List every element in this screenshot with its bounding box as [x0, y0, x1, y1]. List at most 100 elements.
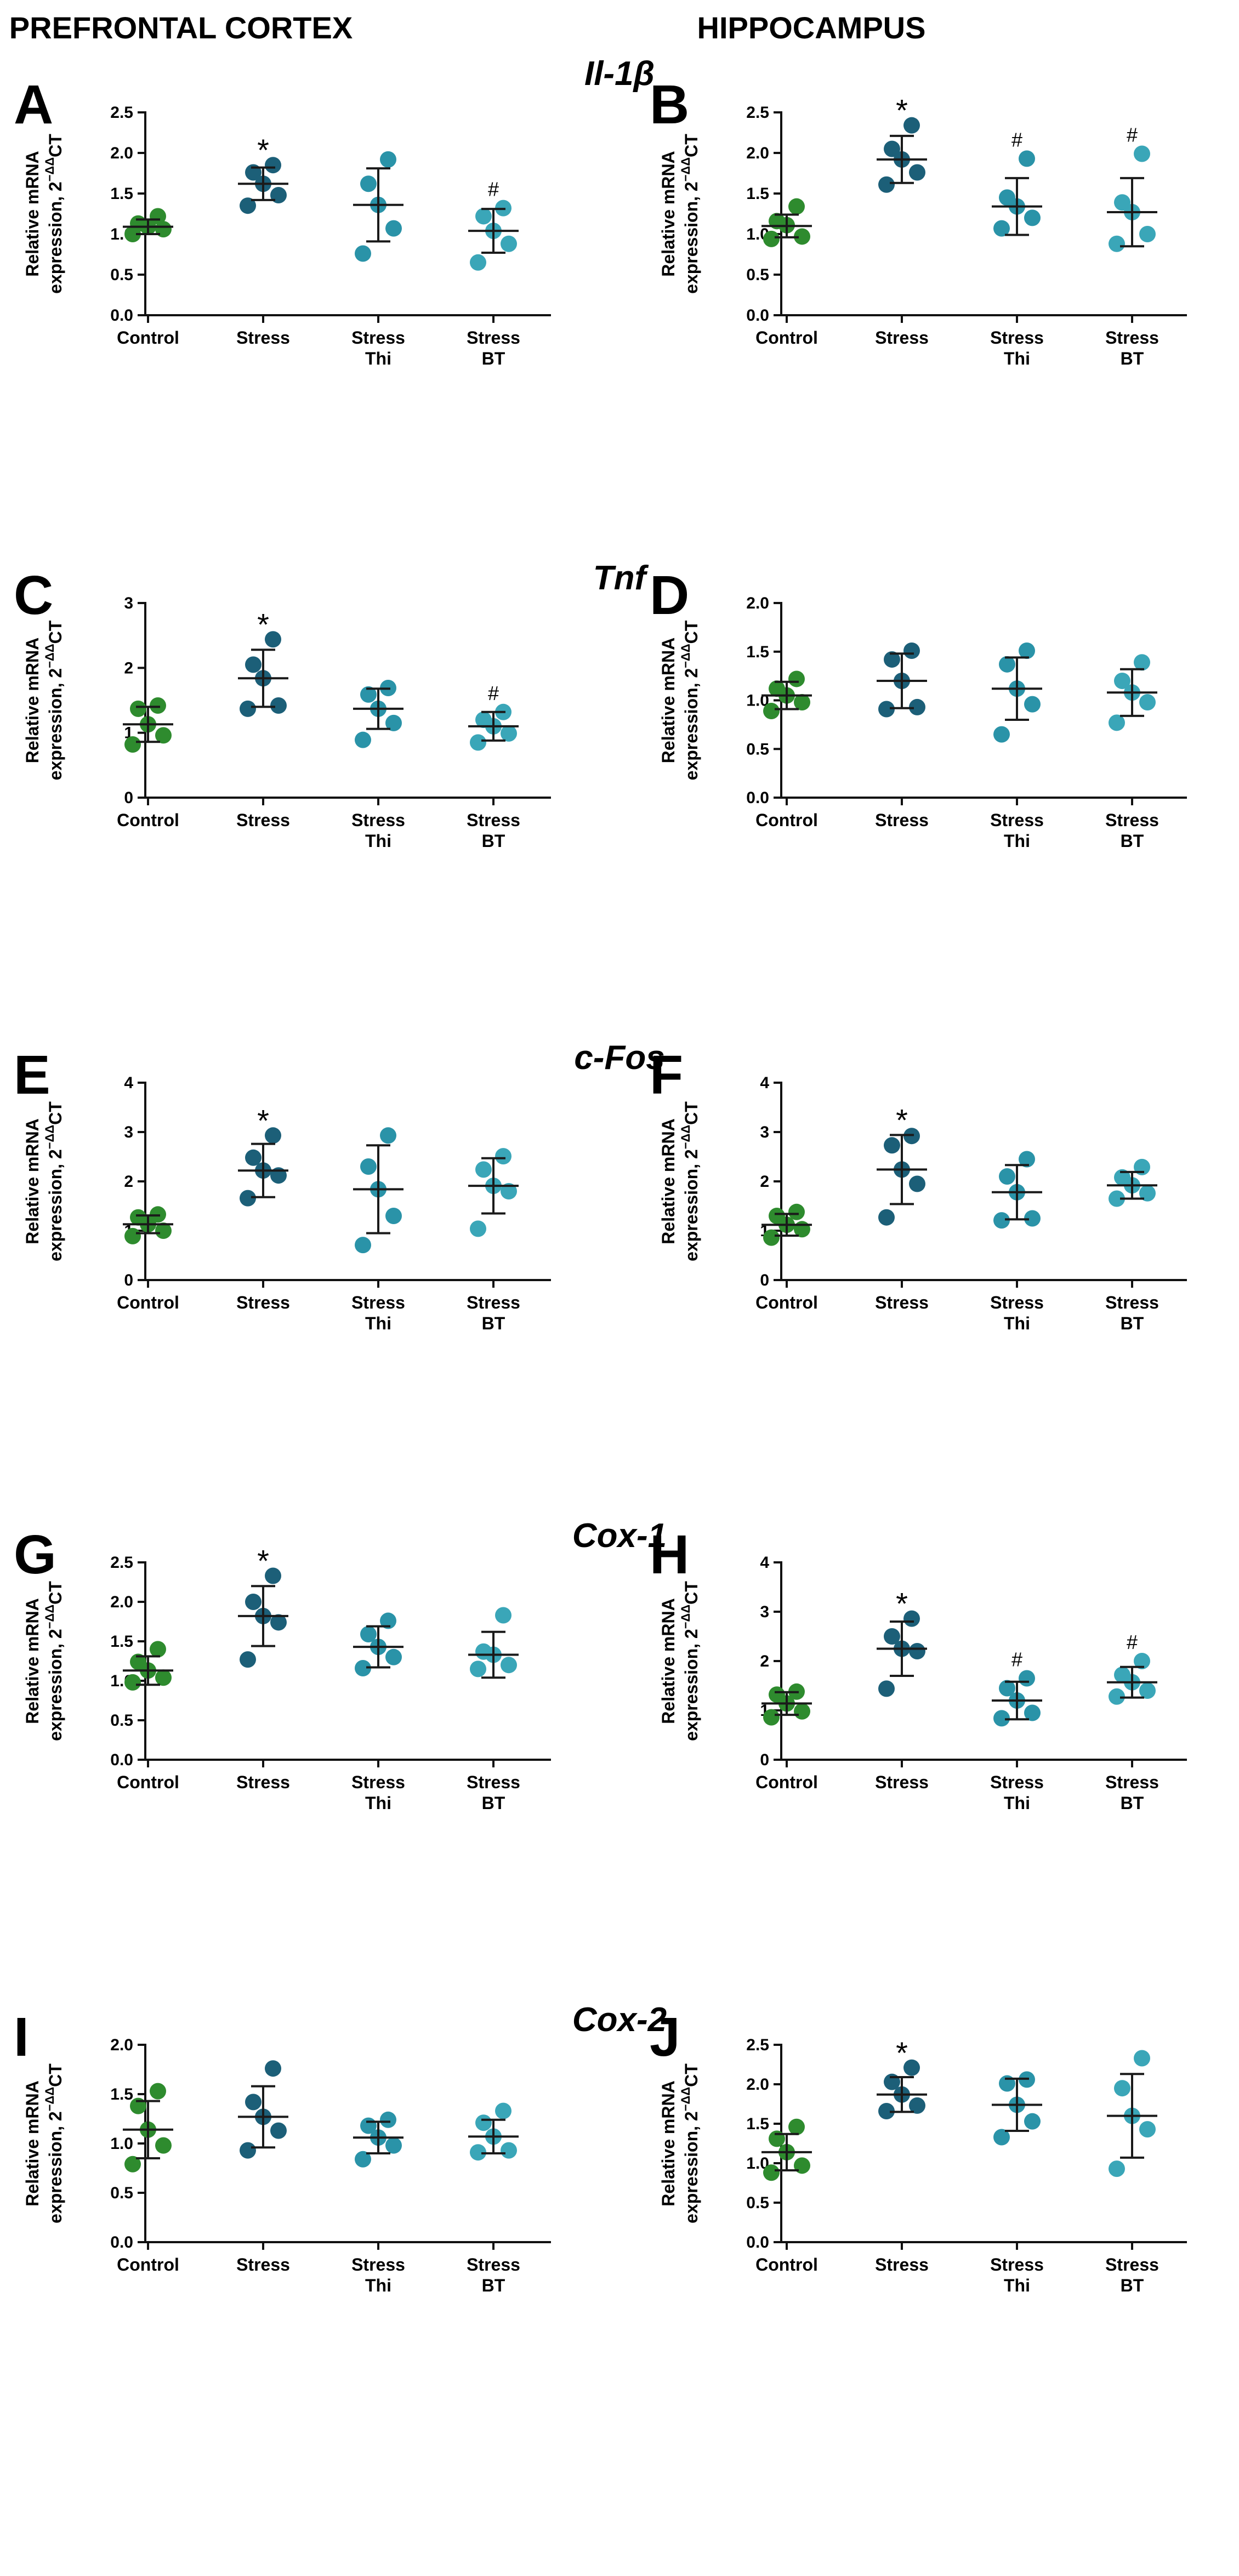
column-title-prefrontal: PREFRONTAL CORTEX: [9, 10, 353, 45]
data-point: [878, 176, 895, 193]
data-point: [495, 2102, 511, 2119]
data-point: [1139, 226, 1156, 242]
panel-letter-G: G: [14, 1524, 56, 1585]
x-tick-label: BT: [1121, 831, 1144, 851]
data-point: [265, 1567, 281, 1584]
y-tick-label: 2.5: [110, 1554, 133, 1572]
data-point: [769, 1208, 785, 1224]
data-point: [1019, 1670, 1035, 1687]
x-tick-label: BT: [482, 831, 505, 851]
significance-star: *: [896, 1102, 908, 1137]
data-point: [1109, 1190, 1125, 1207]
data-point: [150, 1641, 166, 1658]
data-point: [501, 1183, 517, 1199]
data-point: [270, 697, 287, 714]
y-axis-label: Relative mRNA expression, 2−ΔΔCT: [658, 2063, 701, 2224]
data-point: [130, 1209, 146, 1226]
y-tick-label: 2.0: [110, 2036, 133, 2054]
y-tick-label: 1.5: [746, 185, 769, 203]
y-tick-label: 2: [124, 659, 133, 677]
y-tick-label: 3: [760, 1123, 769, 1141]
data-point: [878, 701, 895, 718]
gene-title-cox-1: Cox-1: [572, 1517, 667, 1555]
data-point: [1114, 2080, 1130, 2097]
data-point: [355, 245, 371, 262]
significance-hash: #: [488, 178, 499, 201]
data-point: [270, 1614, 287, 1631]
x-tick-label: Stress: [1105, 1772, 1159, 1792]
y-tick-label: 0: [760, 1751, 769, 1769]
data-point: [794, 694, 810, 711]
data-point: [150, 697, 166, 714]
x-tick-label: Control: [117, 810, 179, 830]
column-title-hippocampus: HIPPOCAMPUS: [697, 10, 926, 45]
data-point: [788, 198, 805, 215]
data-point: [470, 254, 486, 271]
y-tick-label: 0.5: [110, 2184, 133, 2202]
data-point: [385, 220, 402, 237]
data-point: [909, 1643, 925, 1659]
data-point: [1019, 150, 1035, 167]
data-point: [470, 2144, 486, 2161]
data-point: [355, 2151, 371, 2168]
significance-star: *: [896, 1586, 908, 1621]
y-axis-label: Relative mRNA expression, 2−ΔΔCT: [22, 620, 65, 780]
data-point: [909, 698, 925, 715]
y-tick-label: 0: [760, 1271, 769, 1289]
panel-letter-C: C: [14, 565, 53, 626]
y-tick-label: 0.5: [746, 2194, 769, 2212]
y-axis-label: Relative mRNA expression, 2−ΔΔCT: [658, 620, 701, 780]
data-point: [385, 714, 402, 731]
y-tick-label: 2.0: [746, 594, 769, 612]
x-tick-label: Stress: [875, 2255, 929, 2274]
data-point: [240, 1190, 256, 1207]
data-point: [270, 2122, 287, 2139]
x-tick-label: BT: [482, 349, 505, 368]
data-point: [878, 1680, 895, 1697]
x-tick-label: BT: [1121, 2276, 1144, 2295]
gene-title-cox-2: Cox-2: [572, 2001, 667, 2039]
x-tick-label: Stress: [236, 328, 290, 348]
y-tick-label: 2: [124, 1173, 133, 1191]
y-tick-label: 0.0: [110, 1751, 133, 1769]
x-tick-label: Stress: [467, 2255, 520, 2274]
significance-hash: #: [1011, 1648, 1022, 1671]
y-axis-label: Relative mRNA expression, 2−ΔΔCT: [658, 134, 701, 294]
gene-title-c-fos: c-Fos: [574, 1039, 664, 1077]
data-point: [1134, 1653, 1150, 1669]
y-axis-label: Relative mRNA expression, 2−ΔΔCT: [22, 134, 65, 294]
data-point: [355, 731, 371, 748]
data-point: [903, 642, 920, 659]
x-tick-label: Stress: [990, 810, 1044, 830]
y-tick-label: 3: [760, 1603, 769, 1621]
x-tick-label: Control: [755, 2255, 818, 2274]
data-point: [265, 157, 281, 174]
data-point: [245, 656, 262, 673]
data-point: [155, 2137, 172, 2154]
data-point: [909, 164, 925, 181]
y-tick-label: 2.5: [110, 104, 133, 122]
x-tick-label: Stress: [875, 1293, 929, 1312]
data-point: [1109, 235, 1125, 252]
y-tick-label: 0: [124, 1271, 133, 1289]
data-point: [501, 1657, 517, 1674]
data-point: [380, 1612, 396, 1629]
data-point: [470, 1220, 486, 1237]
data-point: [1114, 1667, 1130, 1684]
x-tick-label: Stress: [351, 328, 405, 348]
significance-star: *: [257, 133, 269, 167]
data-point: [1134, 145, 1150, 162]
y-tick-label: 1.5: [746, 643, 769, 661]
data-point: [360, 2117, 377, 2134]
data-point: [999, 1168, 1015, 1185]
data-point: [245, 2094, 262, 2111]
data-point: [794, 228, 810, 245]
data-point: [1139, 2121, 1156, 2138]
data-point: [999, 656, 1015, 673]
x-tick-label: Thi: [1004, 1793, 1030, 1813]
